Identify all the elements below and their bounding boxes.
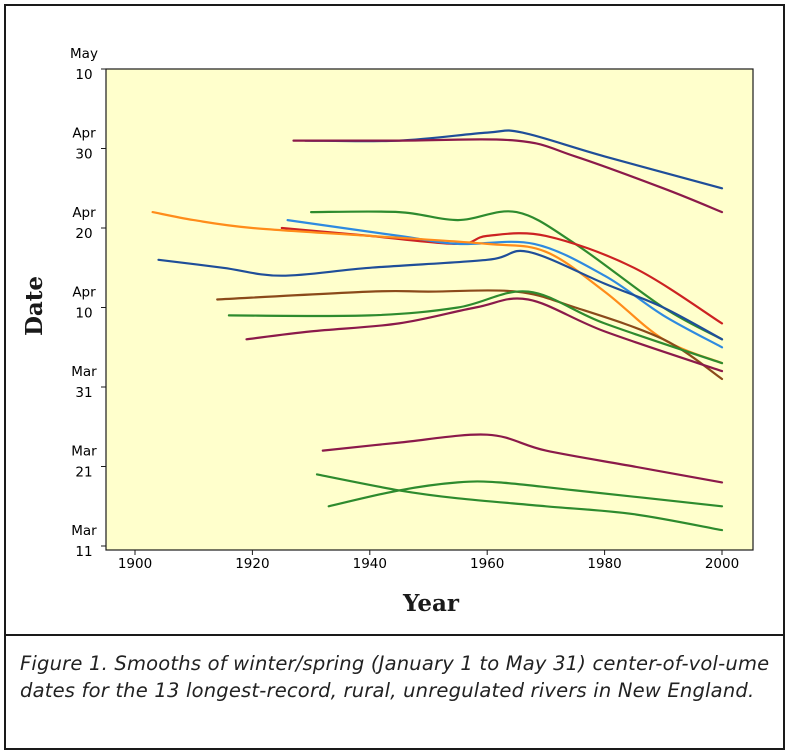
y-tick-label-month: Mar: [71, 364, 97, 380]
x-tick-label: 1980: [587, 556, 621, 572]
y-tick-label-day: 10: [75, 67, 92, 83]
y-tick-label-day: 10: [75, 306, 92, 322]
y-tick-label-day: 20: [75, 226, 92, 242]
series-line: [216, 289, 724, 381]
chart: Mar 11 Mar 21 Mar 31 Apr 10 Apr 20 Apr 30 May 10 1900…: [21, 46, 754, 617]
series-lines: [151, 129, 724, 532]
x-tick-label: 1940: [353, 556, 387, 572]
y-axis-title: Date: [21, 276, 48, 336]
chart-panel: Mar 11 Mar 21 Mar 31 Apr 10 Apr 20 Apr 30 May 10 1900…: [6, 6, 783, 636]
figure-frame: Mar 11 Mar 21 Mar 31 Apr 10 Apr 20 Apr 30 May 10 1900…: [4, 4, 785, 750]
figure-caption: Figure 1. Smooths of winter/spring (Janu…: [20, 652, 770, 702]
y-tick-label-month: Apr: [72, 205, 96, 221]
y-tick-label-month: May: [70, 46, 98, 62]
y-tick-label-month: Apr: [72, 285, 96, 301]
y-tick-label-day: 21: [75, 465, 92, 481]
series-line: [292, 138, 724, 214]
series-line: [286, 219, 724, 349]
series-line: [245, 297, 724, 373]
x-tick-label: 1960: [470, 556, 504, 572]
y-tick-label-month: Mar: [71, 444, 97, 460]
series-line: [327, 480, 724, 508]
series-line: [227, 290, 724, 365]
y-tick-label-month: Mar: [71, 523, 97, 539]
x-tick-label: 1920: [235, 556, 269, 572]
series-line: [157, 249, 724, 341]
y-axis-ticks: Mar 11 Mar 21 Mar 31 Apr 10 Apr 20 Apr 30 May 10: [70, 46, 106, 560]
x-tick-label: 2000: [705, 556, 739, 572]
plot-area: [105, 68, 754, 551]
y-tick-label-day: 31: [75, 385, 92, 401]
y-tick-label-day: 11: [75, 544, 92, 560]
y-tick-label-day: 30: [75, 147, 92, 163]
x-axis-ticks: 1900 1920 1940 1960 1980 2000: [118, 550, 739, 572]
series-line: [315, 473, 724, 532]
series-line: [321, 433, 724, 484]
y-tick-label-month: Apr: [72, 126, 96, 142]
caption-panel: Figure 1. Smooths of winter/spring (Janu…: [6, 636, 783, 748]
series-line: [151, 211, 724, 365]
x-axis-title: Year: [402, 590, 460, 617]
x-tick-label: 1900: [118, 556, 152, 572]
